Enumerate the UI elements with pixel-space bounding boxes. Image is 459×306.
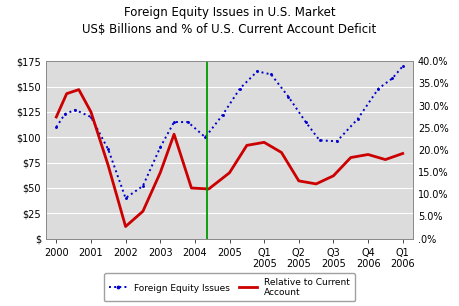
Text: Foreign Equity Issues in U.S. Market
US$ Billions and % of U.S. Current Account : Foreign Equity Issues in U.S. Market US$… [82,6,377,36]
Legend: Foreign Equity Issues, Relative to Current
Account: Foreign Equity Issues, Relative to Curre… [104,273,355,301]
